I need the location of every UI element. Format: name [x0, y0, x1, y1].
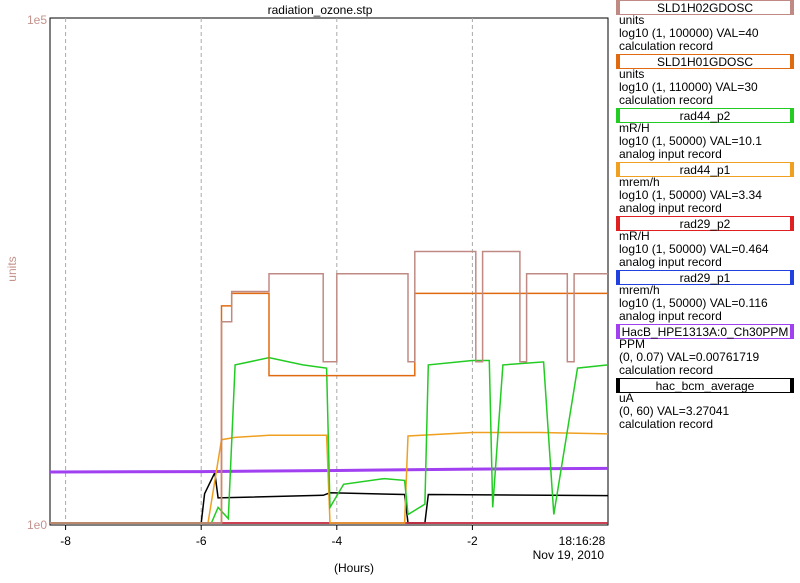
legend-series-name[interactable]: rad44_p2	[616, 108, 794, 123]
legend-series-name[interactable]: hac_bcm_average	[616, 378, 794, 393]
legend-series-name[interactable]: HacB_HPE1313A:0_Ch30PPM	[616, 324, 794, 339]
legend: SLD1H02GDOSC units log10 (1, 100000) VAL=4…	[613, 0, 800, 432]
x-tick-label: -2	[467, 534, 478, 548]
legend-range: log10 (1, 50000) VAL=3.34	[619, 188, 762, 202]
legend-series-name[interactable]: SLD1H01GDOSC	[616, 54, 794, 69]
legend-item: rad44_p1 mrem/h log10 (1, 50000) VAL=3.34 a…	[613, 162, 800, 216]
legend-item: SLD1H02GDOSC units log10 (1, 100000) VAL=4…	[613, 0, 800, 54]
legend-units: mrem/h	[619, 283, 660, 297]
legend-record-type: calculation record	[619, 363, 714, 377]
chart-area: radiation_ozone.stp units -8 -6 -4 -2 1e5 1e0…	[5, 3, 609, 575]
x-tick-label: -4	[331, 534, 342, 548]
legend-record-type: calculation record	[619, 417, 714, 431]
y-axis-label: units	[5, 256, 19, 282]
legend-series-name[interactable]: rad44_p1	[616, 162, 794, 177]
legend-record-type: analog input record	[619, 255, 722, 269]
chart-title: radiation_ozone.stp	[267, 3, 373, 17]
legend-units: mR/H	[619, 121, 650, 135]
x-end-date: Nov 19, 2010	[533, 548, 605, 562]
legend-item: hac_bcm_average uA (0, 60) VAL=3.27041 calc…	[613, 378, 800, 432]
legend-record-type: calculation record	[619, 93, 714, 107]
series-line-hacb-hpe1313a-0-ch30ppm	[49, 466, 609, 474]
y-bottom-label: 1e0	[27, 518, 47, 532]
legend-range: (0, 60) VAL=3.27041	[619, 404, 730, 418]
plot-frame	[49, 17, 609, 526]
legend-item: rad44_p2 mR/H log10 (1, 50000) VAL=10.1 ana…	[613, 108, 800, 162]
legend-series-name[interactable]: rad29_p1	[616, 270, 794, 285]
series-line-hac-bcm-average	[50, 470, 609, 524]
legend-range: log10 (1, 50000) VAL=10.1	[619, 134, 762, 148]
x-tick-label: -8	[60, 534, 71, 548]
legend-item: rad29_p1 mrem/h log10 (1, 50000) VAL=0.116…	[613, 270, 800, 324]
legend-range: log10 (1, 110000) VAL=30	[619, 80, 758, 94]
series-line-rad44-p2	[50, 356, 609, 524]
legend-units: uA	[619, 391, 634, 405]
series-line-sld1h02gdosc	[50, 250, 608, 524]
legend-range: (0, 0.07) VAL=0.00761719	[619, 350, 760, 364]
legend-series-name[interactable]: SLD1H02GDOSC	[616, 0, 794, 15]
legend-units: units	[619, 13, 645, 27]
x-tick-label: -6	[196, 534, 207, 548]
legend-units: mrem/h	[619, 175, 660, 189]
legend-record-type: analog input record	[619, 201, 722, 215]
legend-record-type: calculation record	[619, 39, 714, 53]
legend-record-type: analog input record	[619, 147, 722, 161]
y-top-label: 1e5	[27, 13, 47, 27]
legend-units: mR/H	[619, 229, 650, 243]
legend-range: log10 (1, 50000) VAL=0.116	[619, 296, 768, 310]
legend-units: units	[619, 67, 645, 81]
legend-item: rad29_p2 mR/H log10 (1, 50000) VAL=0.464 an…	[613, 216, 800, 270]
legend-units: PPM	[619, 337, 646, 351]
legend-item: SLD1H01GDOSC units log10 (1, 110000) VAL=3…	[613, 54, 800, 108]
x-end-time: 18:16:28	[559, 534, 606, 548]
x-axis-label: (Hours)	[334, 561, 374, 575]
legend-record-type: analog input record	[619, 309, 722, 323]
legend-item: HacB_HPE1313A:0_Ch30PPM PPM (0, 0.07) VAL=…	[613, 324, 800, 378]
legend-range: log10 (1, 100000) VAL=40	[619, 26, 759, 40]
legend-series-name[interactable]: rad29_p2	[616, 216, 794, 231]
legend-range: log10 (1, 50000) VAL=0.464	[619, 242, 769, 256]
